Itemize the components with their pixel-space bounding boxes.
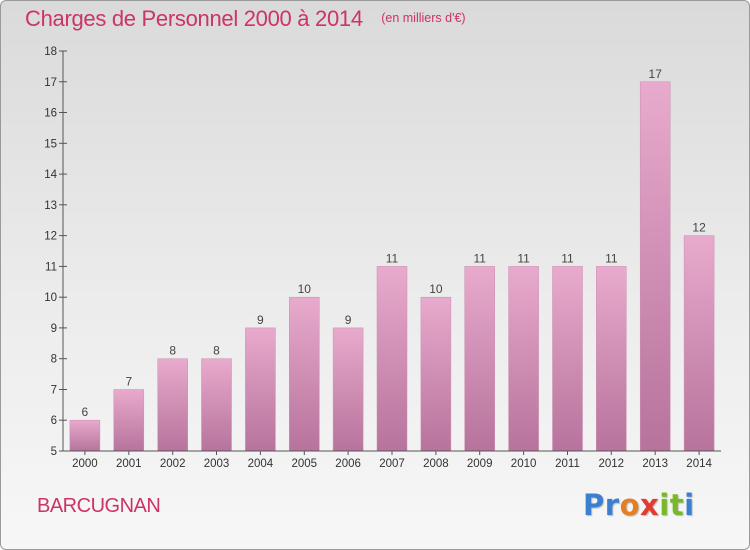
bar-2012: [596, 266, 627, 452]
y-tick-label: 14: [44, 169, 57, 181]
bar-2000: [69, 419, 101, 452]
data-label-2006: 9: [345, 313, 352, 327]
x-tick-label: 2010: [511, 458, 537, 470]
logo-letter: i: [659, 488, 670, 522]
logo-letter: r: [604, 488, 620, 522]
data-label-2007: 11: [386, 251, 399, 265]
bar-2013: [639, 81, 671, 452]
bar-2006: [332, 327, 364, 452]
bar-2003: [201, 358, 232, 452]
x-tick-label: 2001: [116, 458, 142, 470]
chart-subtitle: (en milliers d'€): [381, 11, 466, 25]
bar-2001: [113, 389, 145, 452]
bar-2009: [464, 266, 495, 452]
chart-title-row: Charges de Personnel 2000 à 2014 (en mil…: [25, 6, 466, 32]
x-tick-label: 2003: [204, 458, 230, 470]
data-label-2002: 8: [169, 344, 176, 358]
x-tick-label: 2013: [642, 458, 668, 470]
x-tick-label: 2004: [248, 458, 274, 470]
x-tick-label: 2009: [467, 458, 493, 470]
logo-letter: x: [640, 488, 660, 522]
y-tick-label: 6: [51, 415, 57, 427]
data-label-2011: 11: [561, 251, 574, 265]
x-tick-label: 2008: [423, 458, 449, 470]
logo-letter: P: [583, 488, 605, 522]
y-tick-label: 15: [44, 138, 57, 150]
data-label-2001: 7: [125, 375, 132, 389]
bar-2007: [376, 266, 408, 452]
x-tick-label: 2007: [379, 458, 405, 470]
y-tick-label: 8: [51, 354, 57, 366]
y-tick-label: 5: [51, 446, 57, 458]
data-label-2010: 11: [517, 251, 530, 265]
logo-letter: o: [619, 488, 641, 522]
x-tick-label: 2012: [599, 458, 625, 470]
commune-name: BARCUGNAN: [37, 495, 161, 517]
data-label-2014: 12: [692, 221, 706, 235]
bar-2014: [683, 235, 715, 452]
x-tick-label: 2006: [335, 458, 361, 470]
data-label-2005: 10: [298, 282, 312, 296]
data-label-2008: 10: [429, 282, 443, 296]
y-tick-label: 7: [51, 385, 57, 397]
bar-2008: [420, 296, 452, 452]
y-tick-label: 12: [44, 231, 57, 243]
y-tick-label: 16: [44, 108, 57, 120]
data-label-2000: 6: [82, 405, 89, 419]
bar-2002: [157, 358, 188, 452]
y-tick-label: 17: [44, 77, 57, 89]
data-label-2013: 17: [649, 67, 663, 81]
x-tick-label: 2002: [160, 458, 186, 470]
data-label-2009: 11: [473, 251, 486, 265]
bar-2004: [245, 327, 276, 452]
y-tick-label: 18: [44, 46, 57, 58]
data-label-2003: 8: [213, 344, 220, 358]
y-tick-label: 10: [44, 292, 57, 304]
chart-title: Charges de Personnel 2000 à 2014: [25, 6, 363, 31]
x-tick-label: 2005: [292, 458, 318, 470]
proxiti-logo: Proxiti: [583, 488, 695, 522]
data-label-2004: 9: [257, 313, 264, 327]
bar-2011: [552, 266, 583, 452]
logo-letter: t: [669, 488, 685, 522]
x-tick-label: 2011: [555, 458, 580, 470]
bar-2005: [289, 296, 320, 452]
x-tick-label: 2014: [686, 458, 712, 470]
data-label-2012: 11: [605, 251, 618, 265]
logo-letter: i: [684, 488, 695, 522]
y-tick-label: 13: [44, 200, 57, 212]
y-tick-label: 9: [51, 323, 57, 335]
y-tick-label: 11: [45, 261, 57, 273]
x-tick-label: 2000: [72, 458, 98, 470]
bar-2010: [508, 266, 539, 452]
